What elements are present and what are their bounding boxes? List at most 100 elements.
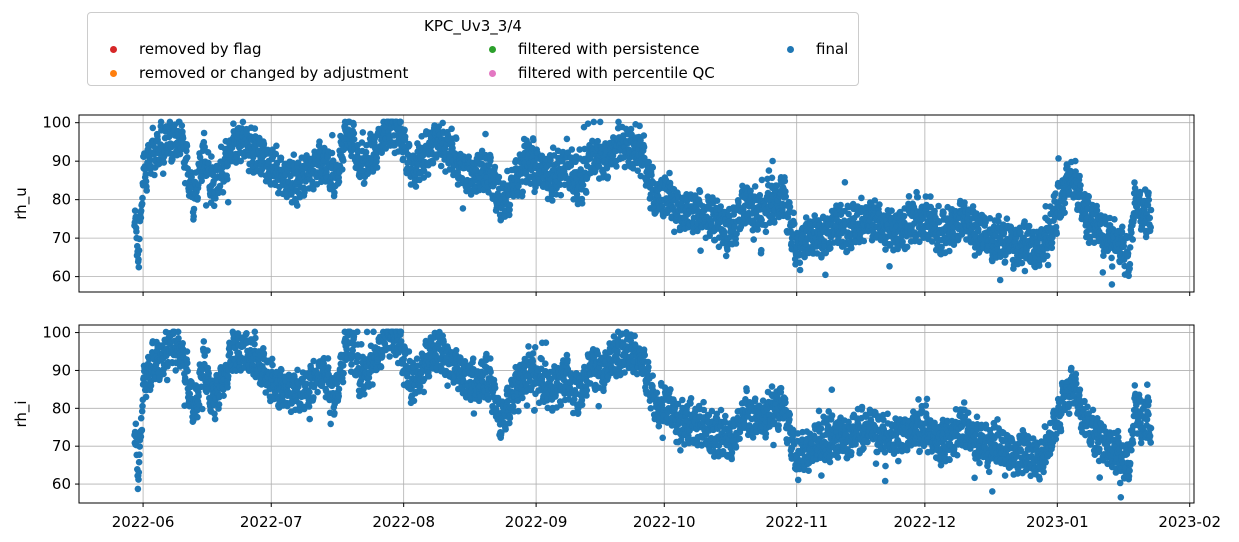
data-point: [946, 247, 953, 255]
data-point: [786, 203, 794, 211]
data-point: [363, 328, 371, 336]
data-point: [258, 166, 266, 173]
data-point: [1061, 199, 1069, 207]
data-point: [782, 188, 789, 195]
data-point: [243, 330, 250, 337]
data-point: [931, 207, 938, 215]
data-point: [288, 190, 295, 198]
data-point: [142, 178, 150, 185]
data-point: [914, 193, 922, 201]
data-point: [788, 239, 795, 247]
data-point: [340, 370, 347, 377]
data-point: [769, 157, 776, 165]
data-point: [139, 402, 146, 410]
data-point: [184, 359, 191, 367]
data-point: [802, 214, 810, 221]
data-point: [137, 414, 145, 422]
data-point: [174, 328, 182, 336]
data-point: [399, 155, 407, 163]
data-point: [782, 193, 789, 200]
data-point: [578, 401, 586, 409]
data-point: [350, 136, 358, 143]
data-point: [649, 164, 656, 171]
data-point: [1145, 189, 1152, 196]
data-point: [142, 171, 150, 178]
data-point: [577, 166, 584, 173]
data-point: [995, 218, 1002, 225]
data-point: [350, 121, 357, 129]
data-point: [361, 390, 368, 398]
data-point: [1021, 267, 1029, 275]
data-point: [136, 235, 143, 243]
data-point: [556, 181, 564, 188]
data-point: [1077, 182, 1084, 189]
data-point: [916, 238, 923, 246]
data-point: [137, 214, 145, 222]
data-point: [370, 328, 377, 336]
legend-title: KPC_Uv3_3/4: [424, 17, 522, 35]
data-point: [157, 118, 165, 126]
data-point: [613, 163, 620, 170]
data-point: [1018, 259, 1026, 267]
data-point: [837, 201, 844, 209]
data-point: [131, 207, 139, 214]
data-point: [1125, 272, 1132, 280]
data-point: [762, 228, 770, 236]
data-point: [519, 394, 526, 402]
data-point: [269, 361, 276, 369]
data-point: [429, 159, 437, 167]
data-point: [205, 370, 212, 377]
data-point: [163, 376, 171, 384]
data-point: [938, 243, 945, 251]
data-point: [713, 197, 721, 204]
data-point: [721, 230, 728, 237]
data-point: [515, 182, 522, 190]
data-point: [204, 347, 211, 354]
data-point: [306, 388, 313, 396]
data-point: [1055, 155, 1062, 162]
data-point: [568, 146, 576, 153]
data-point: [272, 150, 280, 158]
data-point: [557, 191, 565, 199]
data-point: [190, 205, 198, 213]
data-point: [940, 209, 947, 216]
data-point: [401, 126, 408, 134]
data-point: [600, 387, 607, 395]
data-point: [226, 349, 234, 357]
legend-marker: [489, 46, 496, 53]
data-point: [301, 189, 308, 196]
data-point: [694, 227, 701, 235]
data-point: [1025, 222, 1033, 230]
data-point: [1128, 229, 1135, 236]
series-final: [131, 328, 1155, 501]
data-point: [583, 387, 591, 394]
data-point: [1044, 261, 1052, 269]
data-point: [316, 138, 323, 145]
data-point: [324, 355, 332, 362]
data-point: [190, 213, 197, 220]
data-point: [595, 402, 602, 410]
data-point: [717, 203, 724, 210]
data-point: [205, 159, 212, 167]
data-point: [487, 355, 494, 362]
data-point: [1129, 236, 1136, 243]
data-point: [506, 201, 514, 209]
data-point: [199, 405, 206, 413]
data-point: [922, 193, 930, 200]
data-point: [1036, 262, 1043, 269]
data-point: [340, 157, 347, 164]
data-point: [1017, 229, 1024, 236]
data-point: [506, 211, 513, 219]
data-point: [582, 189, 590, 196]
data-point: [424, 171, 432, 178]
data-point: [328, 149, 336, 157]
data-point: [491, 384, 499, 392]
y-tick-label: 80: [52, 191, 71, 209]
data-point: [201, 143, 208, 151]
data-point: [224, 372, 232, 380]
data-point: [194, 194, 201, 202]
data-point: [1052, 190, 1059, 197]
data-point: [373, 154, 381, 162]
data-point: [506, 206, 513, 214]
